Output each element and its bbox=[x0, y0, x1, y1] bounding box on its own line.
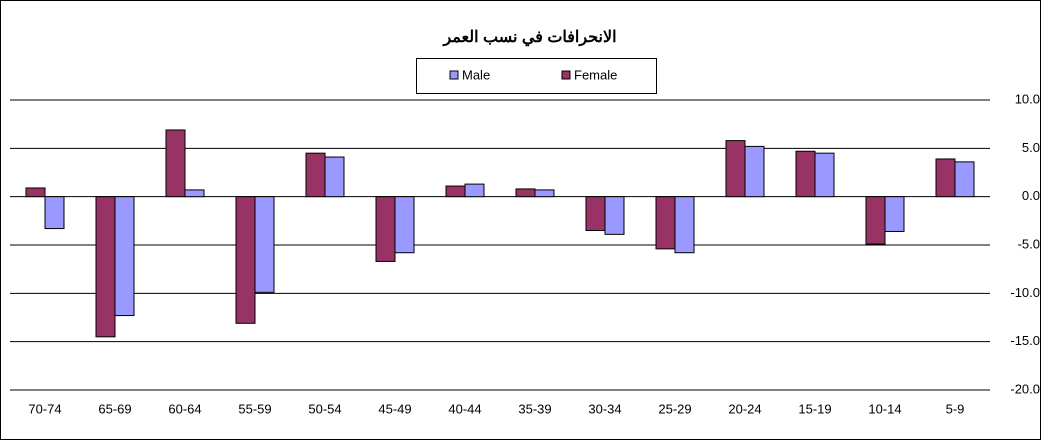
x-tick-label: 55-59 bbox=[238, 401, 271, 416]
bar bbox=[604, 196, 625, 235]
bar bbox=[254, 196, 275, 293]
bar bbox=[515, 188, 536, 198]
bar bbox=[744, 145, 765, 198]
bar bbox=[884, 196, 905, 232]
bar bbox=[95, 196, 116, 338]
y-tick-label: -15.0 bbox=[1010, 333, 1040, 348]
x-tick-label: 70-74 bbox=[28, 401, 61, 416]
bar bbox=[305, 152, 326, 198]
bar bbox=[585, 196, 606, 232]
bar bbox=[44, 196, 65, 230]
x-tick-label: 60-64 bbox=[168, 401, 201, 416]
bar bbox=[795, 150, 816, 198]
x-tick-label: 25-29 bbox=[658, 401, 691, 416]
bar bbox=[165, 129, 186, 198]
bar bbox=[464, 183, 485, 198]
x-tick-label: 20-24 bbox=[728, 401, 761, 416]
bar bbox=[935, 158, 956, 198]
x-tick-label: 40-44 bbox=[448, 401, 481, 416]
x-tick-label: 30-34 bbox=[588, 401, 621, 416]
bar bbox=[375, 196, 396, 262]
bar bbox=[865, 196, 886, 245]
legend-label: Male bbox=[462, 67, 490, 82]
chart-title: الانحرافات في نسب العمر bbox=[442, 29, 616, 47]
bar bbox=[235, 196, 256, 324]
legend-label: Female bbox=[574, 67, 617, 82]
bar bbox=[534, 189, 555, 198]
bar bbox=[725, 140, 746, 198]
bar bbox=[445, 185, 466, 198]
x-tick-label: 35-39 bbox=[518, 401, 551, 416]
y-tick-label: -10.0 bbox=[1010, 285, 1040, 300]
bar bbox=[184, 189, 205, 198]
x-tick-label: 65-69 bbox=[98, 401, 131, 416]
bar bbox=[674, 196, 695, 254]
bar bbox=[25, 187, 46, 198]
y-tick-label: 10.0 bbox=[1015, 91, 1040, 106]
y-tick-label: -5.0 bbox=[1018, 236, 1040, 251]
bar bbox=[324, 156, 345, 198]
x-tick-label: 10-14 bbox=[868, 401, 901, 416]
x-tick-label: 15-19 bbox=[798, 401, 831, 416]
x-tick-label: 5-9 bbox=[946, 401, 965, 416]
y-tick-label: 5.0 bbox=[1022, 140, 1040, 155]
bar bbox=[114, 196, 135, 317]
x-tick-label: 50-54 bbox=[308, 401, 341, 416]
y-tick-label: 0.0 bbox=[1022, 188, 1040, 203]
bar bbox=[814, 152, 835, 198]
legend-swatch bbox=[449, 70, 459, 80]
x-tick-label: 45-49 bbox=[378, 401, 411, 416]
bar bbox=[394, 196, 415, 254]
y-tick-label: -20.0 bbox=[1010, 381, 1040, 396]
bar bbox=[655, 196, 676, 250]
bar bbox=[954, 161, 975, 198]
legend-swatch bbox=[561, 70, 571, 80]
